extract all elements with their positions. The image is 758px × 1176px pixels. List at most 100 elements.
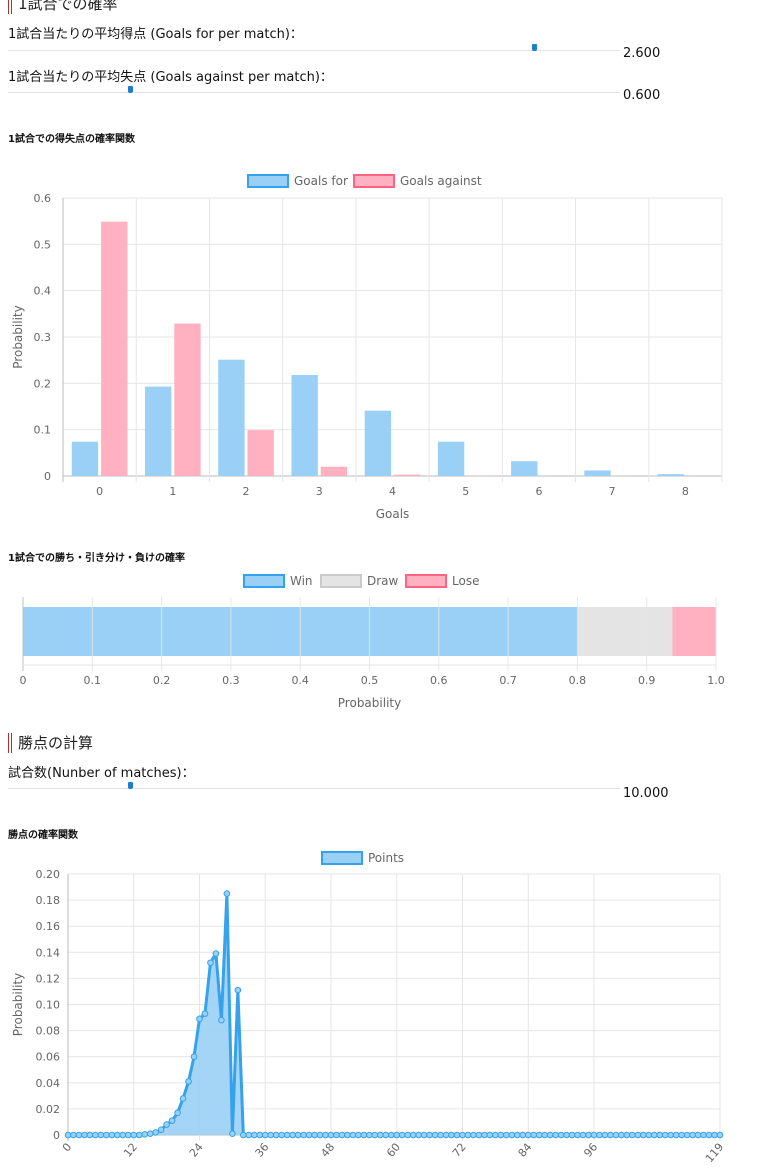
data-point xyxy=(229,1130,236,1137)
data-point xyxy=(103,1131,110,1139)
slider-thumb[interactable] xyxy=(532,44,538,51)
stacked-bar-segment xyxy=(672,607,716,656)
goals-for-value: 2.600 xyxy=(623,46,661,61)
data-point xyxy=(86,1131,94,1139)
legend-label: Lose xyxy=(452,574,479,588)
x-tick-label: 7 xyxy=(609,485,616,498)
data-point xyxy=(672,1131,680,1139)
legend-swatch xyxy=(320,574,362,588)
data-point xyxy=(289,1131,296,1139)
x-tick-label: 48 xyxy=(318,1141,337,1160)
data-point xyxy=(464,1131,472,1139)
x-tick-label: 0.1 xyxy=(84,674,102,687)
data-point xyxy=(278,1131,285,1139)
goals-against-label: 1試合当たりの平均失点 (Goals against per match)： xyxy=(8,70,333,85)
bar xyxy=(320,466,348,476)
legend-label: Win xyxy=(290,574,313,588)
goals-probability-chart: Goals for Goals against 0 0.1 0.2 0.3 0.4 0.5 0.… xyxy=(11,174,723,521)
x-tick-label: 0 xyxy=(20,674,27,687)
data-point xyxy=(596,1131,603,1139)
bar xyxy=(174,323,201,476)
data-point xyxy=(486,1131,494,1139)
data-point xyxy=(607,1131,614,1139)
data-point xyxy=(552,1131,559,1139)
bar xyxy=(71,441,99,476)
data-point xyxy=(333,1131,340,1139)
data-point xyxy=(300,1131,307,1139)
data-point xyxy=(639,1131,647,1139)
bar xyxy=(437,441,465,476)
x-tick-label: 96 xyxy=(581,1141,600,1160)
y-tick-label: 0.18 xyxy=(36,894,61,907)
slider-track xyxy=(8,92,620,93)
data-point xyxy=(716,1131,724,1139)
y-tick-label: 0 xyxy=(44,470,51,483)
legend-swatch xyxy=(321,851,363,865)
data-point xyxy=(108,1131,116,1139)
legend-swatch xyxy=(405,574,447,588)
section-title-points: 勝点の計算 xyxy=(8,733,93,753)
data-point xyxy=(590,1131,598,1139)
data-point xyxy=(683,1131,691,1139)
data-point xyxy=(267,1131,275,1139)
data-point xyxy=(371,1131,379,1139)
data-point xyxy=(475,1131,483,1139)
y-tick-label: 0 xyxy=(53,1129,60,1142)
x-tick-label: 0.6 xyxy=(430,674,448,687)
y-tick-label: 0.02 xyxy=(36,1103,61,1116)
data-point xyxy=(81,1131,88,1139)
data-point xyxy=(114,1131,121,1139)
goals-against-slider[interactable] xyxy=(8,86,620,100)
data-point xyxy=(294,1131,302,1139)
data-point xyxy=(503,1131,510,1139)
data-point xyxy=(612,1131,620,1139)
data-point xyxy=(459,1131,466,1139)
y-tick-label: 0.08 xyxy=(36,1025,61,1038)
matches-slider[interactable] xyxy=(8,782,620,796)
y-tick-label: 0.04 xyxy=(36,1077,61,1090)
stacked-bar-segment xyxy=(578,607,673,656)
data-point xyxy=(519,1131,527,1139)
data-point xyxy=(201,1010,209,1017)
data-point xyxy=(645,1131,653,1139)
x-tick-label: 5 xyxy=(462,485,469,498)
goals-against-value: 0.600 xyxy=(623,88,661,103)
slider-thumb[interactable] xyxy=(128,86,134,93)
bar xyxy=(511,461,538,476)
data-point xyxy=(678,1131,685,1139)
slider-thumb[interactable] xyxy=(128,782,134,789)
data-point xyxy=(311,1131,318,1139)
data-point xyxy=(585,1131,592,1139)
x-tick-label: 0.8 xyxy=(569,674,587,687)
y-axis-label: Probability xyxy=(11,305,25,368)
data-point xyxy=(272,1131,280,1139)
data-point xyxy=(650,1131,658,1139)
legend-label: Goals for xyxy=(294,174,348,188)
y-tick-label: 0.5 xyxy=(34,238,52,251)
y-tick-label: 0.16 xyxy=(36,920,61,933)
data-point xyxy=(75,1131,83,1139)
x-tick-label: 1 xyxy=(169,485,176,498)
bar xyxy=(247,430,274,476)
data-point xyxy=(453,1131,461,1139)
goals-for-slider[interactable] xyxy=(8,44,620,58)
data-point xyxy=(179,1095,187,1102)
y-tick-label: 0.6 xyxy=(34,192,52,205)
win-draw-lose-chart: Win Draw Lose 0 0.1 0.2 0.3 0.4 0.5 0.6 0.7 0.8 0.9 1… xyxy=(20,574,725,710)
x-axis-label: Goals xyxy=(376,507,410,521)
x-tick-label: 12 xyxy=(121,1141,140,1160)
data-point xyxy=(135,1131,143,1139)
x-tick-label: 0 xyxy=(96,485,103,498)
data-point xyxy=(124,1131,132,1139)
data-point xyxy=(168,1117,176,1124)
data-point xyxy=(481,1131,488,1139)
data-point xyxy=(618,1131,625,1139)
data-point xyxy=(426,1131,433,1139)
data-point xyxy=(442,1131,450,1139)
data-point xyxy=(711,1131,718,1139)
bar xyxy=(291,374,318,476)
x-tick-label: 24 xyxy=(187,1141,206,1160)
bar xyxy=(584,470,611,476)
data-point xyxy=(130,1131,138,1139)
data-point xyxy=(207,959,214,967)
